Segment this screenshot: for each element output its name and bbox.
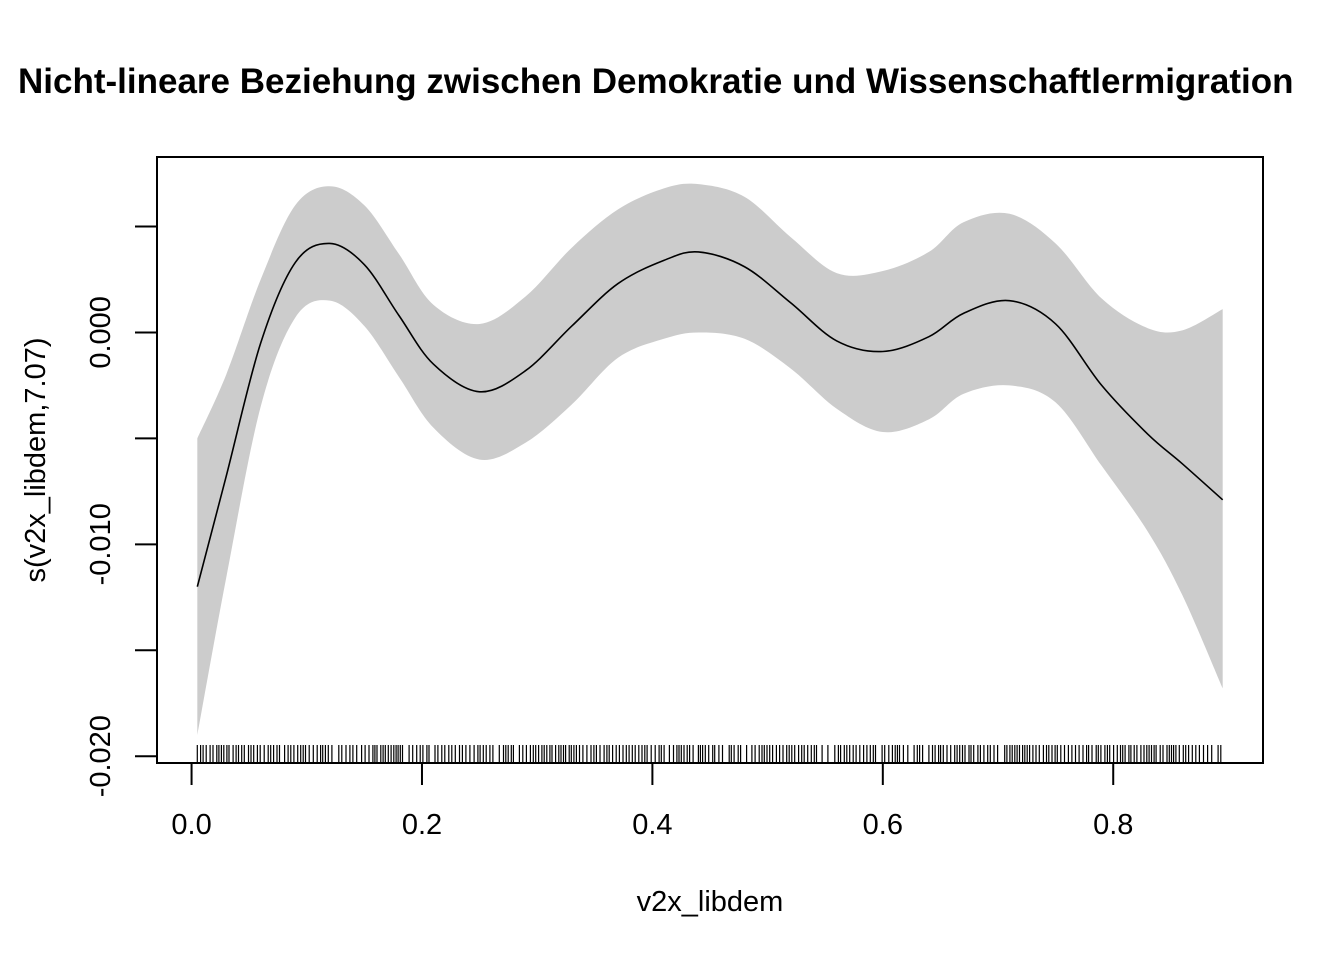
y-axis-label: s(v2x_libdem,7.07) xyxy=(20,338,52,583)
y-tick-label: -0.020 xyxy=(85,715,117,797)
x-tick-label: 0.6 xyxy=(863,809,903,841)
y-axis: -0.020 -0.010 0.000 xyxy=(85,225,158,797)
x-tick-label: 0.4 xyxy=(632,809,672,841)
x-tick-label: 0.2 xyxy=(402,809,442,841)
y-tick-label: -0.010 xyxy=(85,503,117,585)
confidence-band xyxy=(197,183,1223,736)
plot-area xyxy=(156,156,1264,764)
x-tick-label: 0.8 xyxy=(1093,809,1133,841)
y-tick-label: 0.000 xyxy=(85,296,117,369)
rug-marks xyxy=(196,745,1222,763)
x-axis: 0.0 0.2 0.4 0.6 0.8 xyxy=(171,762,1133,841)
smooth-fit-line xyxy=(196,242,1224,587)
x-tick-label: 0.0 xyxy=(171,809,211,841)
x-axis-label: v2x_libdem xyxy=(637,886,784,918)
chart-title: Nicht-lineare Beziehung zwischen Demokra… xyxy=(18,62,1294,101)
